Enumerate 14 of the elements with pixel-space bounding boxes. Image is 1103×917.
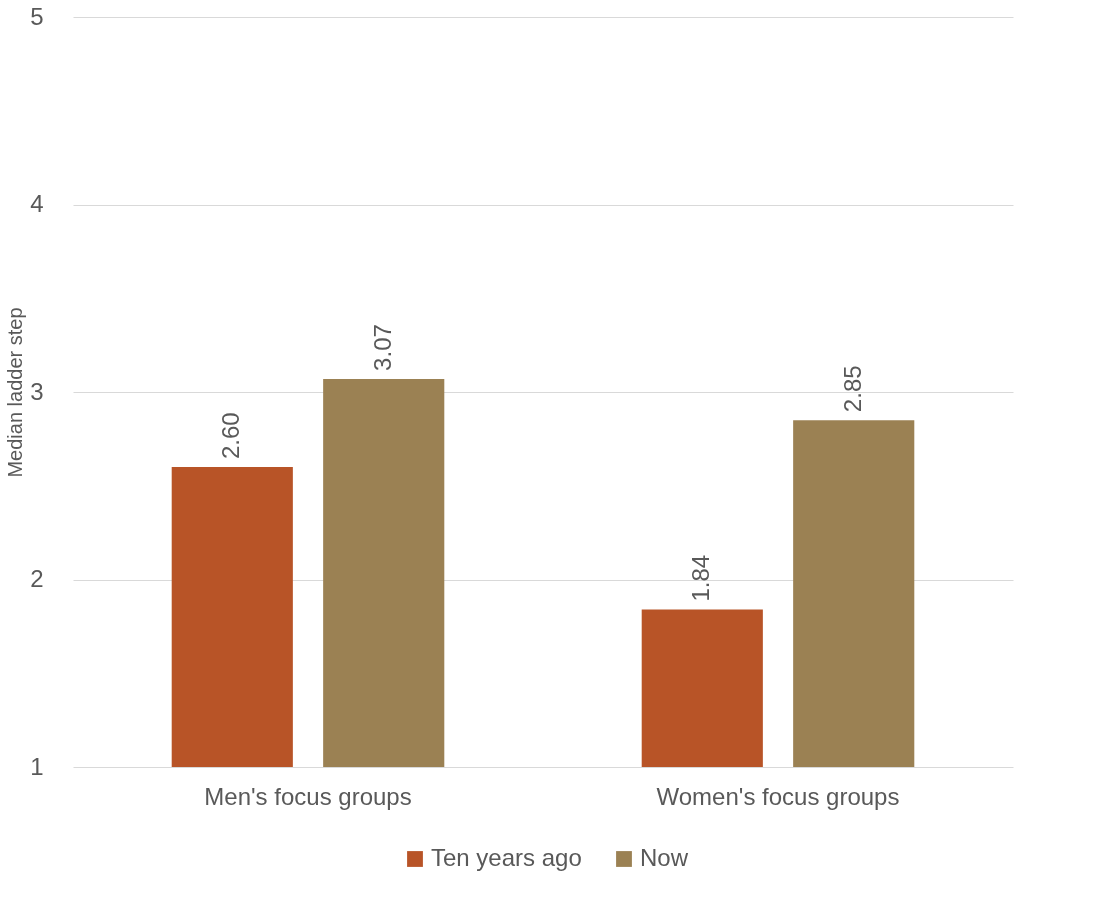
y-tick-label: 2 <box>30 565 44 592</box>
data-label: 3.07 <box>368 324 396 371</box>
x-tick-label: Men's focus groups <box>204 782 412 810</box>
data-label: 2.60 <box>217 412 245 459</box>
y-tick-label: 5 <box>30 2 44 30</box>
data-label: 1.84 <box>687 554 715 602</box>
x-tick-label: Women's focus groups <box>656 782 900 810</box>
legend-label: Ten years ago <box>431 844 582 871</box>
y-axis-title: Median ladder step <box>4 307 27 478</box>
y-tick-label: 1 <box>30 752 44 780</box>
data-label: 2.85 <box>838 365 866 413</box>
legend-label: Now <box>640 844 689 871</box>
y-tick-label: 3 <box>30 377 44 405</box>
y-tick-label: 4 <box>30 190 44 217</box>
